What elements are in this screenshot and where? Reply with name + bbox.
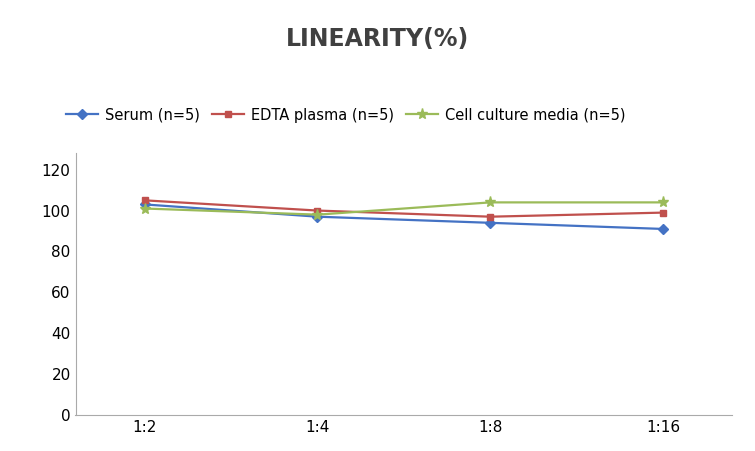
Legend: Serum (n=5), EDTA plasma (n=5), Cell culture media (n=5): Serum (n=5), EDTA plasma (n=5), Cell cul… — [60, 102, 632, 129]
Text: LINEARITY(%): LINEARITY(%) — [286, 27, 469, 51]
